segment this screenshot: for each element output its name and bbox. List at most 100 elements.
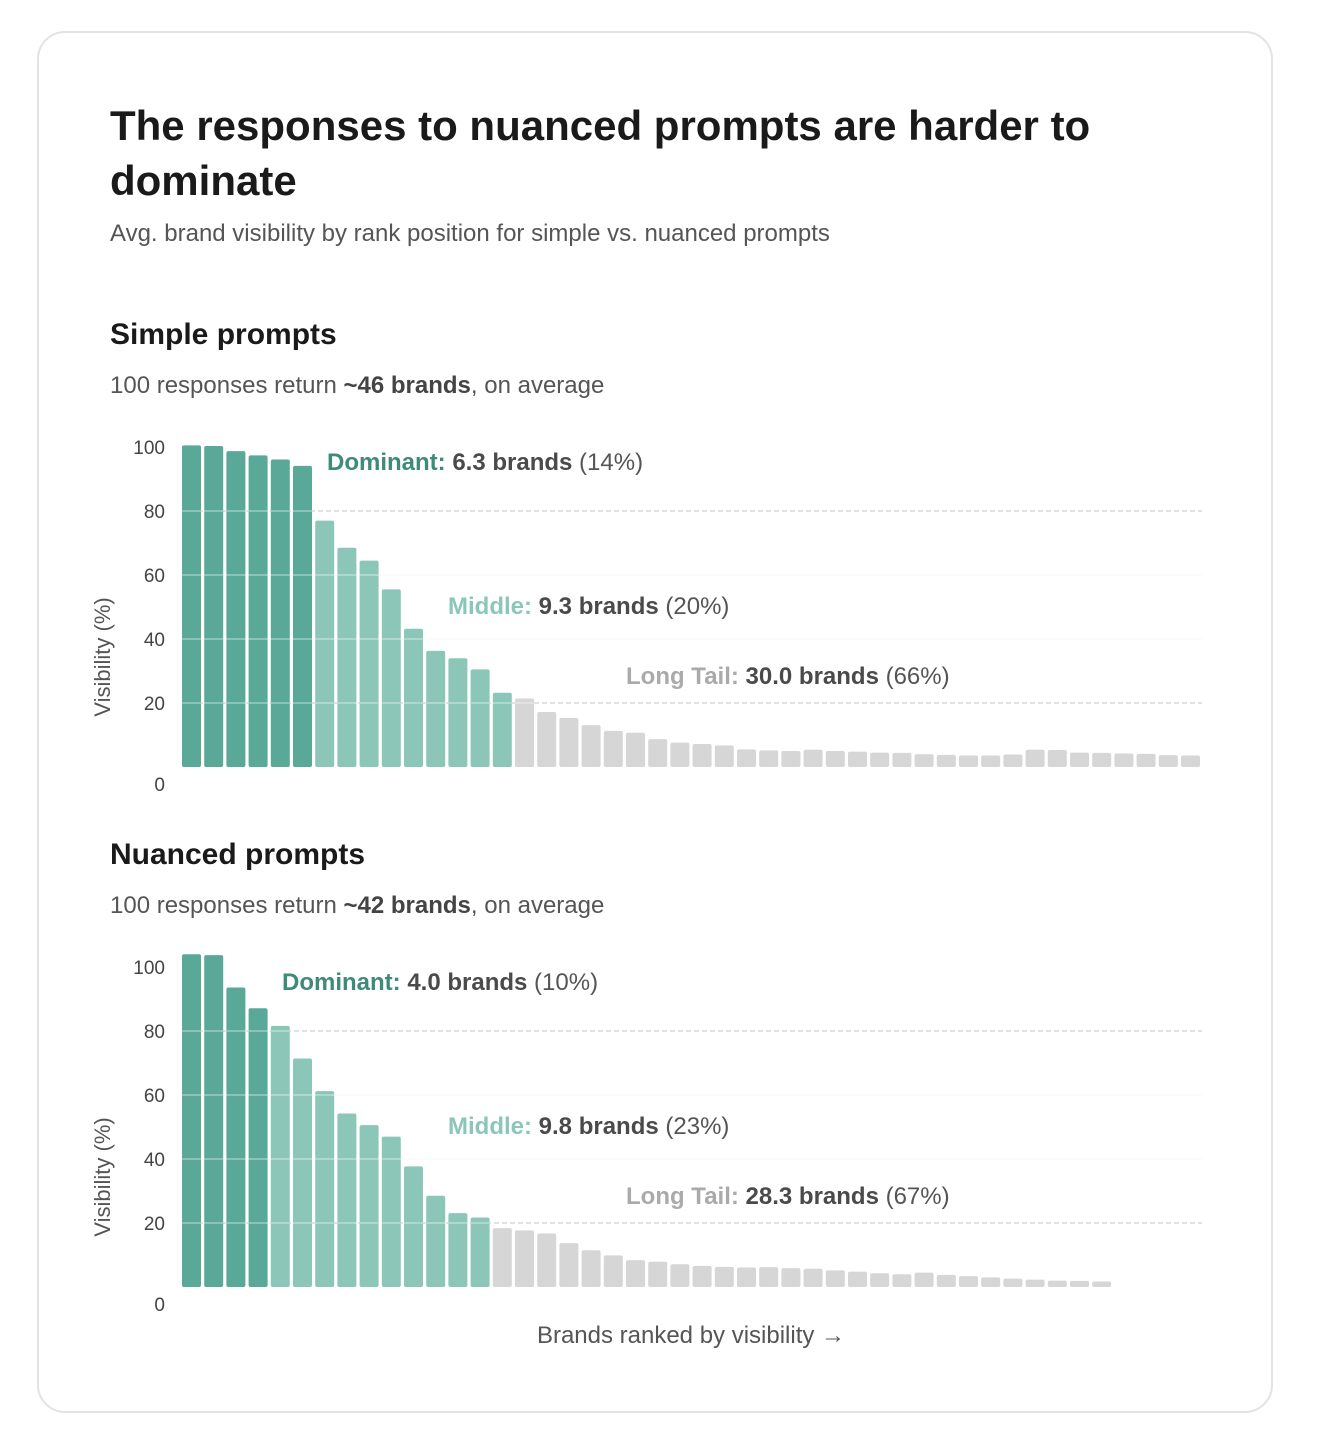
bar	[1025, 1279, 1045, 1287]
bar	[470, 669, 490, 767]
bar	[781, 1268, 801, 1287]
segment-brands: 9.3 brands	[539, 593, 666, 620]
nuanced-prompts-chart: 0 20 40 60 80 100 Visibility (%) Dominant: 4.0 …	[90, 954, 1202, 1316]
bar	[714, 745, 734, 767]
bar	[359, 560, 379, 767]
bar	[759, 750, 779, 767]
bar	[803, 749, 823, 767]
segment-label: Dominant:	[327, 449, 452, 476]
bar	[515, 1230, 534, 1287]
subtitle-bold: ~42 brands	[343, 892, 471, 919]
section-title-simple: Simple prompts	[110, 318, 337, 351]
bar	[892, 1274, 912, 1287]
x-axis-label: Brands ranked by visibility →	[536, 1322, 846, 1349]
bar	[1158, 755, 1178, 767]
y-tick-label: 0	[154, 1295, 165, 1316]
y-tick-label: 20	[144, 1214, 165, 1235]
section-subtitle-simple: 100 responses return ~46 brands, on aver…	[110, 372, 604, 400]
bar	[1070, 752, 1089, 767]
bar	[204, 955, 224, 1287]
y-tick-label: 20	[144, 694, 165, 715]
bar	[559, 718, 579, 767]
y-tick-label: 60	[144, 1086, 165, 1107]
bar	[559, 1243, 579, 1287]
bar	[248, 1008, 268, 1287]
bar	[1092, 1281, 1112, 1287]
bar	[626, 1260, 645, 1287]
y-tick-label: 0	[154, 775, 165, 796]
segment-annotation: Middle: 9.8 brands (23%)	[448, 1113, 729, 1140]
y-tick-label: 40	[144, 1150, 165, 1171]
segment-brands: 28.3 brands	[746, 1183, 886, 1210]
bar	[603, 730, 623, 767]
bar	[914, 754, 934, 767]
segment-percent: (23%)	[665, 1113, 729, 1140]
y-tick-label: 100	[133, 438, 165, 459]
bar	[914, 1272, 934, 1287]
bar	[515, 698, 534, 767]
bar	[470, 1217, 490, 1287]
bar	[981, 1277, 1001, 1287]
segment-annotation: Dominant: 4.0 brands (10%)	[282, 969, 598, 996]
bar	[204, 446, 224, 767]
bar	[537, 711, 557, 767]
bar	[759, 1267, 779, 1287]
y-tick-label: 100	[133, 958, 165, 979]
subtitle-bold: ~46 brands	[343, 372, 471, 399]
bar	[492, 1228, 512, 1287]
bar	[1136, 753, 1156, 767]
bar	[959, 755, 978, 767]
bar	[404, 628, 423, 767]
bar	[603, 1255, 623, 1287]
bar	[226, 987, 246, 1287]
bar	[1003, 754, 1023, 767]
segment-annotation: Dominant: 6.3 brands (14%)	[327, 449, 643, 476]
y-tick-label: 40	[144, 630, 165, 651]
bar	[426, 1195, 446, 1287]
bar	[337, 1113, 357, 1287]
bar	[448, 658, 468, 767]
bar	[892, 752, 912, 767]
bar	[825, 1270, 845, 1287]
bar	[825, 751, 845, 767]
bar	[581, 1250, 601, 1287]
segment-brands: 6.3 brands	[452, 449, 579, 476]
bar	[226, 451, 246, 767]
subtitle-text: 100 responses return	[110, 372, 344, 399]
bar	[670, 1264, 690, 1287]
bar	[1092, 752, 1112, 767]
subtitle-text: , on average	[470, 372, 605, 399]
segment-brands: 9.8 brands	[539, 1113, 666, 1140]
bar	[848, 751, 867, 767]
segment-label: Dominant:	[282, 969, 407, 996]
bar	[670, 742, 690, 767]
bar	[692, 743, 712, 767]
segment-label: Long Tail:	[626, 1183, 746, 1210]
segment-percent: (20%)	[665, 593, 729, 620]
segment-annotation: Long Tail: 28.3 brands (67%)	[626, 1183, 950, 1210]
segment-brands: 4.0 brands	[407, 969, 534, 996]
segment-label: Middle:	[448, 593, 539, 620]
bar	[1114, 753, 1134, 767]
bar	[1181, 755, 1200, 767]
bar	[981, 755, 1001, 767]
bar	[936, 1274, 956, 1287]
bar	[1025, 749, 1045, 767]
bar	[315, 520, 335, 767]
bar	[1047, 1280, 1067, 1287]
bar	[270, 1025, 290, 1287]
bar	[959, 1276, 978, 1287]
bar	[1070, 1280, 1089, 1287]
segment-brands: 30.0 brands	[746, 663, 886, 690]
bar	[381, 1136, 401, 1287]
bar	[426, 650, 446, 767]
segment-annotation: Long Tail: 30.0 brands (66%)	[626, 663, 950, 690]
bar	[648, 739, 668, 767]
y-tick-label: 80	[144, 1022, 165, 1043]
bar	[692, 1265, 712, 1287]
bar	[626, 732, 645, 767]
subtitle-text: 100 responses return	[110, 892, 344, 919]
segment-percent: (14%)	[579, 449, 643, 476]
bar	[1047, 750, 1067, 767]
bar	[270, 459, 290, 767]
